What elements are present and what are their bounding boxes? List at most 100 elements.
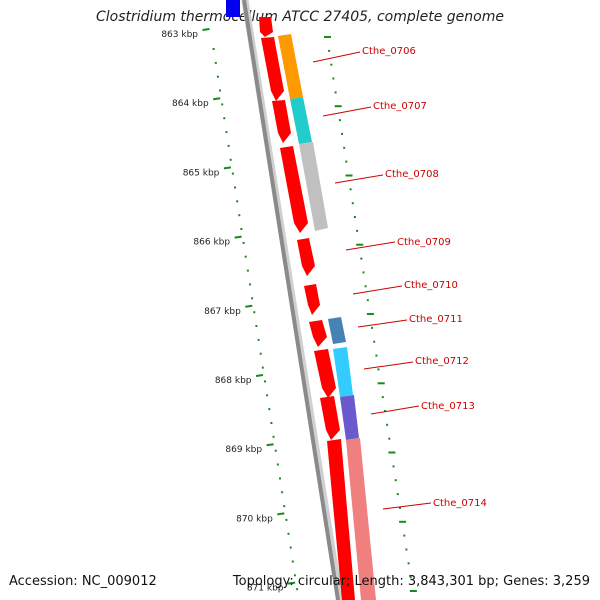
kbp-label: 866 kbp — [193, 238, 230, 248]
cog-feature-orange — [278, 34, 303, 99]
cog-track — [278, 34, 376, 600]
minor-tick — [274, 449, 277, 452]
minor-tick — [236, 200, 239, 203]
minor-tick — [238, 214, 241, 217]
minor-tick — [212, 48, 215, 50]
outer-minor-tick — [343, 146, 346, 149]
kbp-label: 863 kbp — [161, 30, 198, 40]
minor-tick — [264, 380, 266, 383]
outer-minor-tick — [377, 368, 380, 371]
minor-tick — [285, 518, 288, 521]
outer-minor-tick — [351, 202, 354, 205]
major-tick — [266, 443, 274, 447]
gene-label: Cthe_0713 — [421, 401, 475, 412]
minor-tick — [270, 422, 273, 424]
cds-feature — [309, 320, 327, 347]
cog-feature-steelblue — [328, 317, 346, 344]
minor-tick — [221, 103, 224, 106]
leader-line — [363, 361, 414, 370]
gene-labels: Cthe_0706 Cthe_0707 Cthe_0708 Cthe_0709 … — [362, 46, 487, 509]
leader-line — [345, 241, 396, 251]
gene-label: Cthe_0706 — [362, 46, 416, 57]
outer-major-tick — [399, 520, 407, 523]
major-tick — [202, 28, 210, 31]
outer-minor-tick — [364, 285, 367, 288]
minor-tick — [223, 117, 226, 120]
minor-tick — [276, 463, 279, 466]
outer-minor-tick — [407, 562, 410, 565]
outer-minor-tick — [356, 229, 359, 232]
cog-feature-grey — [299, 142, 328, 231]
leader-line — [370, 405, 420, 415]
minor-tick — [214, 61, 217, 64]
outer-minor-tick — [360, 257, 363, 260]
minor-tick — [234, 186, 236, 189]
minor-tick — [266, 394, 269, 397]
gene-label: Cthe_0711 — [409, 314, 463, 325]
outer-minor-tick — [405, 548, 408, 551]
cds-feature — [280, 146, 308, 233]
outer-major-tick — [388, 451, 396, 454]
minor-tick — [289, 546, 292, 549]
minor-tick — [259, 352, 262, 355]
outer-minor-tick — [375, 354, 378, 357]
outer-major-tick — [324, 36, 331, 38]
minor-ticks — [212, 48, 299, 591]
gene-label: Cthe_0709 — [397, 237, 451, 248]
outer-minor-tick — [345, 160, 348, 163]
kbp-label: 870 kbp — [236, 514, 273, 524]
minor-tick — [283, 505, 286, 508]
major-tick — [213, 97, 221, 101]
topology-text: Topology: circular; Length: 3,843,301 bp… — [232, 574, 590, 589]
cog-feature-slateblue — [340, 395, 359, 440]
minor-tick — [272, 435, 275, 438]
minor-tick — [229, 158, 232, 161]
minor-tick — [287, 532, 290, 535]
outer-major-tick — [366, 313, 374, 315]
outer-minor-tick — [394, 479, 397, 482]
outer-major-tick — [356, 243, 364, 246]
gene-label: Cthe_0707 — [373, 101, 427, 112]
outer-minor-tick — [341, 132, 343, 135]
gene-label: Cthe_0714 — [433, 498, 487, 509]
leader-line — [357, 319, 408, 328]
outer-minor-tick — [409, 576, 412, 579]
gene-leaders — [312, 51, 432, 510]
minor-tick — [261, 366, 264, 369]
map-title: Clostridium thermocellum ATCC 27405, com… — [96, 9, 504, 25]
cds-track — [259, 17, 355, 600]
outer-ticks — [324, 36, 417, 592]
minor-tick — [227, 144, 230, 147]
outer-minor-tick — [334, 91, 337, 94]
minor-tick — [244, 255, 247, 258]
kbp-labels: 863 kbp 864 kbp 865 kbp 866 kbp 867 kbp 868 k… — [161, 30, 283, 594]
outer-minor-tick — [399, 506, 401, 509]
outer-minor-tick — [381, 396, 384, 399]
outer-minor-tick — [366, 299, 369, 302]
outer-minor-tick — [349, 188, 352, 191]
minor-tick — [268, 408, 271, 411]
major-tick — [277, 512, 285, 516]
leader-line — [352, 285, 403, 295]
outer-minor-tick — [353, 216, 356, 218]
kbp-label: 869 kbp — [225, 445, 262, 455]
minor-tick — [255, 325, 258, 327]
outer-minor-tick — [373, 340, 376, 343]
cds-feature — [272, 100, 291, 143]
major-tick — [234, 235, 242, 239]
gene-label: Cthe_0712 — [415, 356, 469, 367]
major-tick — [223, 166, 232, 170]
outer-minor-tick — [328, 49, 331, 52]
minor-tick — [216, 75, 219, 78]
minor-tick — [253, 311, 256, 314]
minor-tick — [225, 131, 228, 134]
accession-text: Accession: NC_009012 — [9, 574, 157, 589]
minor-tick — [231, 172, 234, 175]
outer-minor-tick — [362, 271, 365, 274]
gene-label: Cthe_0710 — [404, 280, 458, 291]
cds-feature — [304, 284, 320, 315]
cog-feature-cyan — [290, 97, 312, 144]
kbp-label: 868 kbp — [215, 376, 252, 386]
cds-feature — [297, 238, 315, 276]
